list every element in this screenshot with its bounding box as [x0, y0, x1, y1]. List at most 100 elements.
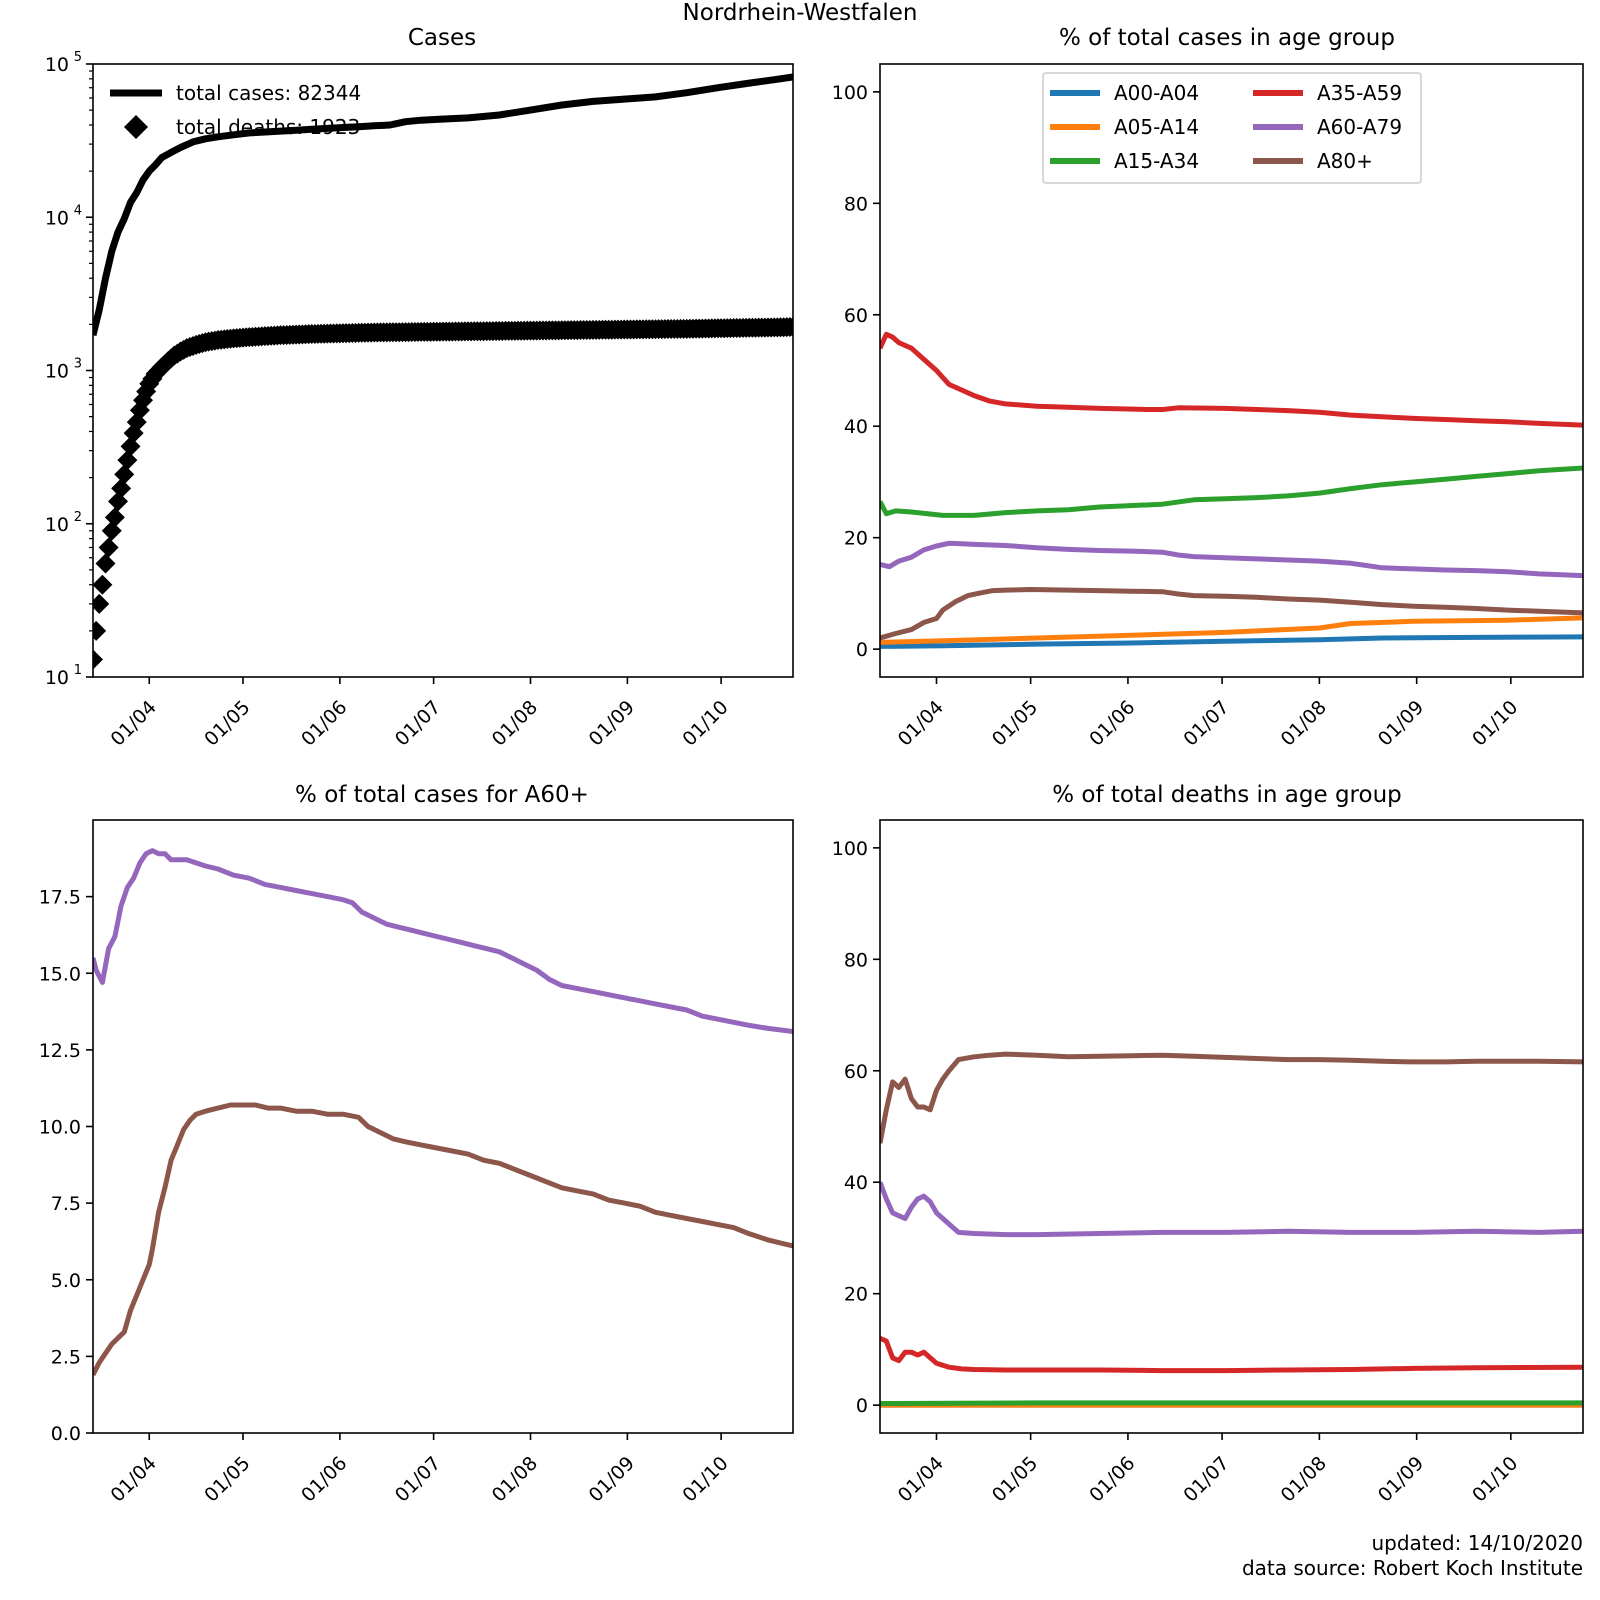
- age-cases-panel: % of total cases in age group 01/04 01/05…: [832, 25, 1584, 751]
- age-deaths-xtick-label: 01/04: [894, 1452, 948, 1506]
- cases-xtick-label: 01/04: [107, 696, 161, 750]
- cases-ytick-label: 10: [45, 667, 69, 689]
- a60plus-ytick-label: 17.5: [39, 887, 81, 909]
- age-deaths-xtick-label: 01/09: [1374, 1452, 1428, 1506]
- cases-total-deaths-marker: [93, 574, 113, 595]
- age-cases-series-a05-a14: [880, 615, 1583, 645]
- age-deaths-ytick-label: 20: [844, 1284, 868, 1306]
- a60plus-series-group: [93, 848, 793, 1376]
- age-deaths-panel: % of total deaths in age group 01/04 01/0…: [832, 782, 1584, 1507]
- cases-total-deaths-marker: [783, 316, 793, 337]
- cases-total-deaths-marker: [93, 593, 110, 614]
- a60plus-ytick-label: 5.0: [51, 1270, 81, 1292]
- age-cases-ytick-label: 40: [844, 416, 868, 438]
- a60plus-ytick-label: 15.0: [39, 963, 81, 985]
- age-deaths-xtick-label: 01/05: [988, 1452, 1042, 1506]
- cases-xtick-label: 01/09: [585, 696, 639, 750]
- cases-xtick-label: 01/06: [297, 696, 351, 750]
- age-cases-xtick-label: 01/06: [1085, 696, 1139, 750]
- age-legend-frame: [1042, 72, 1422, 184]
- age-deaths-ytick-label: 80: [844, 949, 868, 971]
- cases-total-deaths-marker: [104, 507, 125, 528]
- cases-ytick-exponent: 1: [74, 663, 82, 678]
- legend-label: total cases: 82344: [176, 81, 361, 105]
- cases-title: Cases: [408, 25, 476, 51]
- cases-series-group: [93, 73, 793, 670]
- age-deaths-series-a35-a59: [880, 1336, 1583, 1374]
- cases-xtick-label: 01/10: [678, 696, 732, 750]
- legend-label: total deaths: 1923: [176, 115, 360, 139]
- age-deaths-series-a80: [880, 1051, 1583, 1144]
- cases-ytick-label: 10: [45, 54, 69, 76]
- cases-total-deaths-marker: [93, 620, 107, 641]
- age-cases-ytick-label: 0: [856, 639, 868, 661]
- cases-total-deaths-marker: [95, 553, 116, 574]
- cases-ytick-exponent: 3: [74, 357, 82, 372]
- a60plus-xtick-label: 01/06: [297, 1452, 351, 1506]
- cases-ytick-exponent: 5: [74, 50, 82, 65]
- age-deaths-title: % of total deaths in age group: [1052, 782, 1402, 808]
- cases-total-deaths-marker: [120, 436, 141, 457]
- a60plus-ytick-label: 10.0: [39, 1117, 81, 1139]
- legend-label: A80+: [1317, 149, 1373, 173]
- cases-axes-frame: [92, 63, 794, 678]
- age-deaths-series-group: [880, 1051, 1583, 1408]
- cases-xtick-label: 01/05: [200, 696, 254, 750]
- cases-series-total-cases: [93, 73, 793, 337]
- age-deaths-axes-frame: [879, 819, 1584, 1434]
- age-cases-title: % of total cases in age group: [1059, 25, 1395, 51]
- age-cases-xtick-label: 01/10: [1468, 696, 1522, 750]
- cases-ytick-label: 10: [45, 514, 69, 536]
- cases-total-deaths-marker: [98, 537, 119, 558]
- cases-panel: Cases 01/04 01/05 01/06 01/07 01/08 01/09 01/1…: [45, 25, 794, 751]
- legend-label: A00-A04: [1114, 81, 1199, 105]
- legend-label: A15-A34: [1114, 149, 1199, 173]
- a60plus-series-a60-a79: [93, 848, 793, 1034]
- a60plus-xtick-label: 01/05: [200, 1452, 254, 1506]
- a60plus-ytick-label: 7.5: [51, 1193, 81, 1215]
- legend-label: A05-A14: [1114, 115, 1199, 139]
- legend-deaths-diamond: [124, 115, 148, 139]
- cases-xtick-label: 01/08: [488, 696, 542, 750]
- a60plus-ytick-label: 2.5: [51, 1346, 81, 1368]
- cases-ytick-exponent: 4: [74, 203, 82, 218]
- age-cases-series-group: [880, 331, 1583, 649]
- age-deaths-xtick-label: 01/10: [1468, 1452, 1522, 1506]
- age-cases-xtick-label: 01/04: [894, 696, 948, 750]
- age-cases-ytick-label: 100: [832, 82, 868, 104]
- age-cases-xtick-label: 01/07: [1179, 696, 1233, 750]
- cases-ytick-exponent: 2: [74, 510, 82, 525]
- age-cases-ytick-label: 60: [844, 305, 868, 327]
- legend-label: A35-A59: [1317, 81, 1402, 105]
- age-deaths-series-a15-a34: [880, 1400, 1583, 1406]
- age-cases-series-a60-a79: [880, 540, 1583, 579]
- age-deaths-ytick-label: 40: [844, 1172, 868, 1194]
- age-deaths-ytick-label: 60: [844, 1061, 868, 1083]
- age-deaths-xtick-label: 01/06: [1085, 1452, 1139, 1506]
- a60plus-series-a80: [93, 1102, 793, 1376]
- a60plus-xtick-label: 01/04: [107, 1452, 161, 1506]
- legend-label: A60-A79: [1317, 115, 1402, 139]
- a60plus-title: % of total cases for A60+: [295, 782, 589, 808]
- cases-total-deaths-marker: [93, 649, 103, 670]
- cases-xtick-label: 01/07: [391, 696, 445, 750]
- age-cases-ytick-label: 80: [844, 193, 868, 215]
- age-cases-axes-frame: [879, 63, 1584, 678]
- age-cases-series-a00-a04: [880, 634, 1583, 649]
- age-deaths-series-a60-a79: [880, 1181, 1583, 1238]
- cases-total-deaths-marker: [114, 464, 135, 485]
- age-deaths-ytick-label: 0: [856, 1395, 868, 1417]
- age-cases-ytick-label: 20: [844, 528, 868, 550]
- age-cases-xtick-label: 01/05: [988, 696, 1042, 750]
- cases-ytick-label: 10: [45, 207, 69, 229]
- cases-total-deaths-marker: [117, 450, 138, 471]
- a60plus-panel: % of total cases for A60+ 01/04 01/05 01/0…: [39, 782, 794, 1507]
- footer-updated: updated: 14/10/2020: [1371, 1531, 1583, 1555]
- cases-total-deaths-marker: [111, 478, 132, 499]
- age-deaths-xtick-label: 01/07: [1179, 1452, 1233, 1506]
- age-cases-series-a35-a59: [880, 331, 1583, 428]
- cases-legend: total cases: 82344 total deaths: 1923: [110, 81, 361, 139]
- a60plus-ytick-label: 0.0: [51, 1423, 81, 1445]
- a60plus-ytick-label: 12.5: [39, 1040, 81, 1062]
